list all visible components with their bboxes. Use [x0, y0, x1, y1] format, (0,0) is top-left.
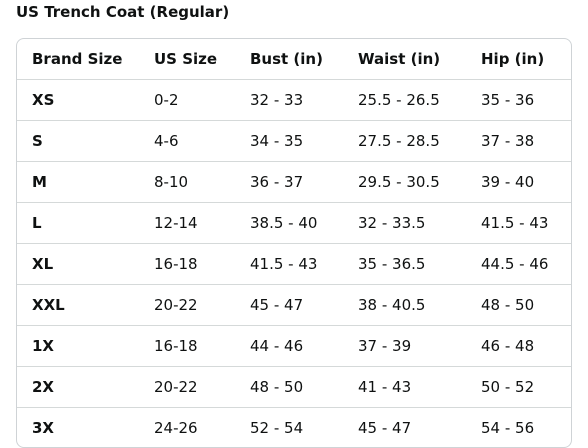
hip-cell: 54 - 56	[466, 408, 572, 448]
bust-cell: 32 - 33	[235, 80, 343, 121]
bust-cell: 48 - 50	[235, 367, 343, 408]
bust-cell: 34 - 35	[235, 121, 343, 162]
brand-size-cell: M	[17, 162, 139, 203]
size-chart-table-container: Brand Size US Size Bust (in) Waist (in) …	[16, 38, 572, 448]
hip-cell: 50 - 52	[466, 367, 572, 408]
hip-cell: 37 - 38	[466, 121, 572, 162]
bust-cell: 41.5 - 43	[235, 244, 343, 285]
header-hip: Hip (in)	[466, 39, 572, 80]
waist-cell: 25.5 - 26.5	[343, 80, 466, 121]
table-row: XL 16-18 41.5 - 43 35 - 36.5 44.5 - 46	[17, 244, 572, 285]
table-row: XS 0-2 32 - 33 25.5 - 26.5 35 - 36	[17, 80, 572, 121]
waist-cell: 35 - 36.5	[343, 244, 466, 285]
bust-cell: 38.5 - 40	[235, 203, 343, 244]
hip-cell: 46 - 48	[466, 326, 572, 367]
table-row: L 12-14 38.5 - 40 32 - 33.5 41.5 - 43	[17, 203, 572, 244]
bust-cell: 52 - 54	[235, 408, 343, 448]
brand-size-cell: 3X	[17, 408, 139, 448]
us-size-cell: 20-22	[139, 367, 235, 408]
us-size-cell: 0-2	[139, 80, 235, 121]
hip-cell: 39 - 40	[466, 162, 572, 203]
waist-cell: 45 - 47	[343, 408, 466, 448]
header-brand-size: Brand Size	[17, 39, 139, 80]
us-size-cell: 8-10	[139, 162, 235, 203]
waist-cell: 37 - 39	[343, 326, 466, 367]
brand-size-cell: XL	[17, 244, 139, 285]
brand-size-cell: 2X	[17, 367, 139, 408]
us-size-cell: 4-6	[139, 121, 235, 162]
header-row: Brand Size US Size Bust (in) Waist (in) …	[17, 39, 572, 80]
size-chart-title: US Trench Coat (Regular)	[16, 2, 229, 22]
us-size-cell: 24-26	[139, 408, 235, 448]
us-size-cell: 16-18	[139, 244, 235, 285]
table-row: XXL 20-22 45 - 47 38 - 40.5 48 - 50	[17, 285, 572, 326]
brand-size-cell: L	[17, 203, 139, 244]
us-size-cell: 16-18	[139, 326, 235, 367]
brand-size-cell: S	[17, 121, 139, 162]
us-size-cell: 12-14	[139, 203, 235, 244]
hip-cell: 44.5 - 46	[466, 244, 572, 285]
size-chart-table: Brand Size US Size Bust (in) Waist (in) …	[17, 39, 572, 448]
header-bust: Bust (in)	[235, 39, 343, 80]
brand-size-cell: XXL	[17, 285, 139, 326]
hip-cell: 35 - 36	[466, 80, 572, 121]
hip-cell: 48 - 50	[466, 285, 572, 326]
table-row: 3X 24-26 52 - 54 45 - 47 54 - 56	[17, 408, 572, 448]
waist-cell: 38 - 40.5	[343, 285, 466, 326]
brand-size-cell: 1X	[17, 326, 139, 367]
hip-cell: 41.5 - 43	[466, 203, 572, 244]
header-us-size: US Size	[139, 39, 235, 80]
table-row: M 8-10 36 - 37 29.5 - 30.5 39 - 40	[17, 162, 572, 203]
bust-cell: 44 - 46	[235, 326, 343, 367]
waist-cell: 27.5 - 28.5	[343, 121, 466, 162]
us-size-cell: 20-22	[139, 285, 235, 326]
table-row: S 4-6 34 - 35 27.5 - 28.5 37 - 38	[17, 121, 572, 162]
waist-cell: 29.5 - 30.5	[343, 162, 466, 203]
waist-cell: 32 - 33.5	[343, 203, 466, 244]
waist-cell: 41 - 43	[343, 367, 466, 408]
bust-cell: 45 - 47	[235, 285, 343, 326]
table-row: 1X 16-18 44 - 46 37 - 39 46 - 48	[17, 326, 572, 367]
bust-cell: 36 - 37	[235, 162, 343, 203]
table-row: 2X 20-22 48 - 50 41 - 43 50 - 52	[17, 367, 572, 408]
brand-size-cell: XS	[17, 80, 139, 121]
header-waist: Waist (in)	[343, 39, 466, 80]
